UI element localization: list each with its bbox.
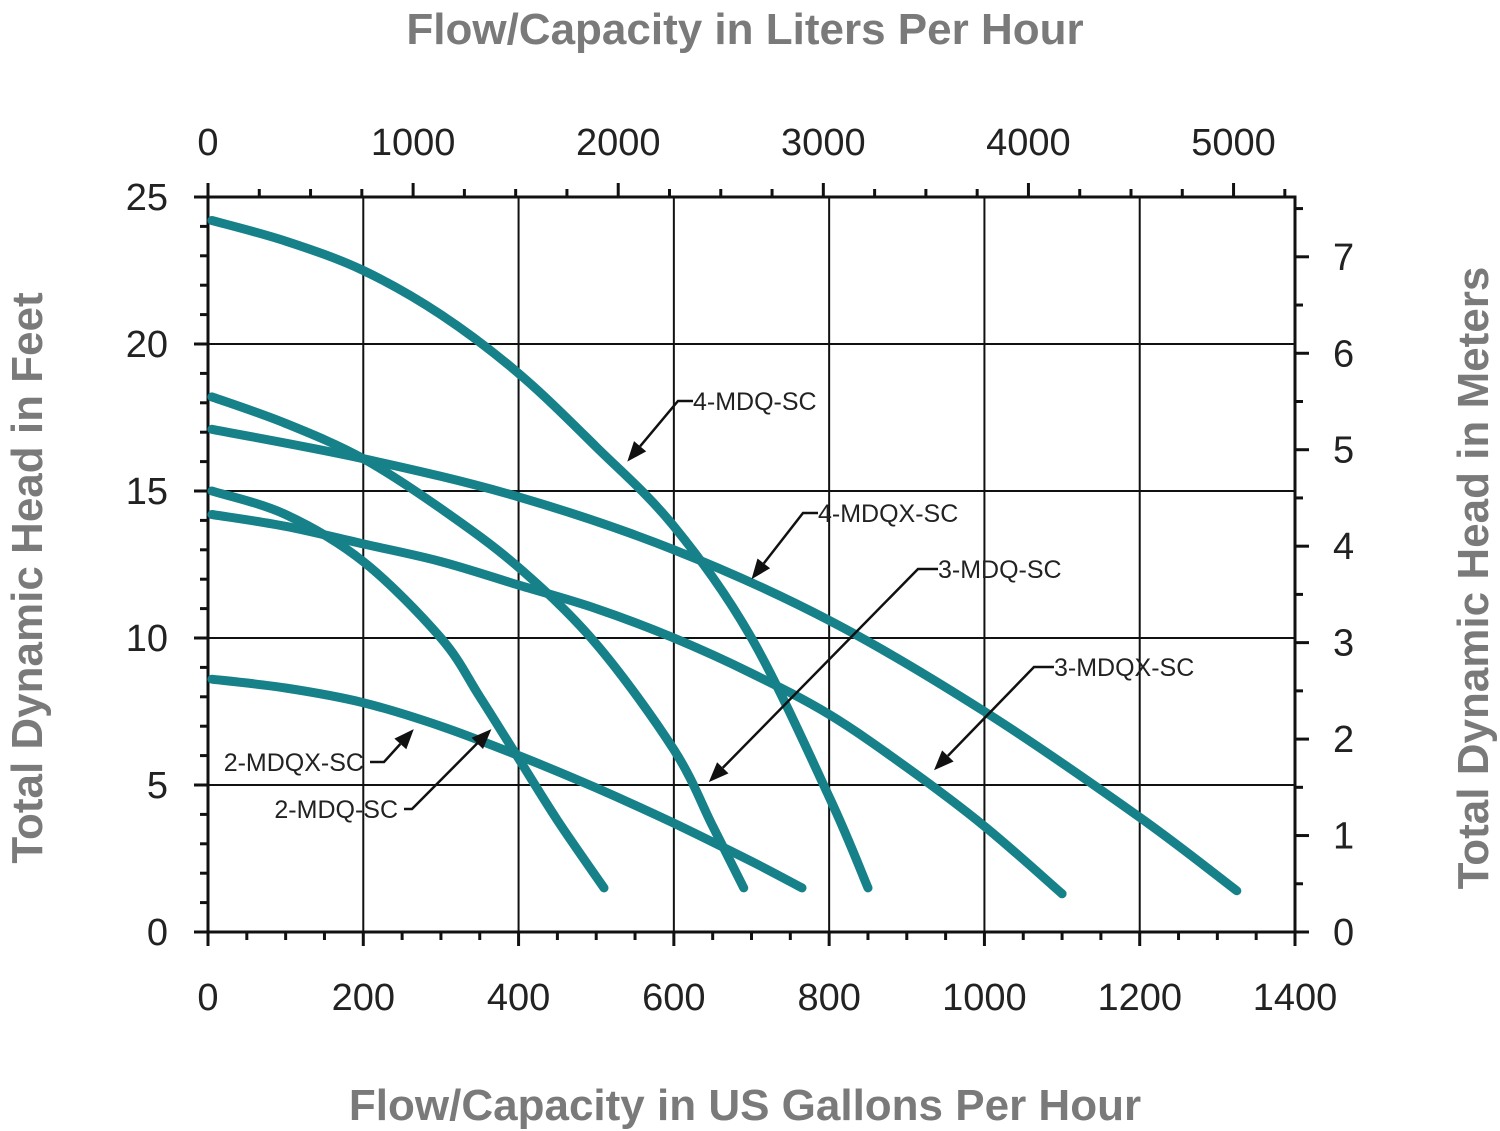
leader-4-mdq-sc — [639, 399, 693, 448]
grid-layer — [208, 197, 1295, 932]
label-4-mdqx-sc: 4-MDQX-SC — [818, 500, 958, 528]
top-axis-title: Flow/Capacity in Liters Per Hour — [406, 5, 1083, 54]
curve-4-mdqx-sc — [207, 424, 1242, 896]
curve-3-mdq-sc — [207, 392, 749, 893]
annotation-layer: 4-MDQ-SC 4-MDQX-SC 3-MDQ-SC 3-MDQX-SC 2-MDQX… — [224, 388, 1195, 824]
right-tick-label: 5 — [1333, 430, 1354, 472]
arrowhead-4-mdqx-sc — [751, 558, 771, 580]
top-tick-label: 4000 — [986, 122, 1071, 164]
curve-4-mdq-sc — [207, 216, 873, 893]
bottom-axis-title: Flow/Capacity in US Gallons Per Hour — [349, 1081, 1141, 1130]
leader-3-mdq-sc — [721, 567, 938, 769]
right-tick-label: 1 — [1333, 816, 1354, 858]
arrowhead-3-mdqx-sc — [934, 750, 954, 771]
right-axis-title: Total Dynamic Head in Meters — [1449, 267, 1498, 890]
left-tick-label: 20 — [126, 324, 168, 366]
top-tick-label: 5000 — [1191, 122, 1276, 164]
right-tick-label: 2 — [1333, 719, 1354, 761]
top-tick-label: 0 — [197, 122, 218, 164]
curve-2-mdq-sc — [207, 486, 609, 893]
leader-3-mdqx-sc — [947, 665, 1054, 757]
bottom-tick-label: 1200 — [1097, 977, 1182, 1019]
top-tick-label: 2000 — [576, 122, 661, 164]
curve-3-mdqx-sc — [207, 510, 1067, 899]
left-tick-label: 15 — [126, 471, 168, 513]
bottom-tick-label: 0 — [197, 977, 218, 1019]
bottom-tick-label: 800 — [797, 977, 860, 1019]
bottom-tick-label: 1000 — [942, 977, 1027, 1019]
right-tick-label: 7 — [1333, 237, 1354, 279]
left-tick-label: 10 — [126, 618, 168, 660]
right-tick-label: 0 — [1333, 912, 1354, 954]
left-tick-label: 5 — [147, 765, 168, 807]
label-2-mdqx-sc: 2-MDQX-SC — [224, 749, 364, 777]
bottom-tick-label: 600 — [642, 977, 705, 1019]
top-tick-label: 3000 — [781, 122, 866, 164]
bottom-tick-label: 400 — [487, 977, 550, 1019]
curve-layer — [207, 216, 1242, 899]
right-tick-label: 4 — [1333, 526, 1354, 568]
curve-2-mdqx-sc — [207, 674, 807, 893]
arrowhead-2-mdqx-sc — [394, 729, 414, 750]
right-tick-label: 3 — [1333, 623, 1354, 665]
arrowhead-4-mdq-sc — [627, 441, 647, 462]
bottom-tick-label: 200 — [332, 977, 395, 1019]
leader-2-mdqx-sc — [370, 743, 402, 764]
left-tick-label: 0 — [147, 912, 168, 954]
label-3-mdqx-sc: 3-MDQX-SC — [1054, 654, 1194, 682]
bottom-tick-label: 1400 — [1253, 977, 1338, 1019]
label-4-mdq-sc: 4-MDQ-SC — [693, 388, 817, 416]
top-tick-label: 1000 — [371, 122, 456, 164]
leader-2-mdq-sc — [404, 742, 479, 811]
left-axis-title: Total Dynamic Head in Feet — [3, 292, 52, 864]
label-2-mdq-sc: 2-MDQ-SC — [274, 796, 398, 824]
leader-4-mdqx-sc — [762, 511, 818, 565]
arrowhead-2-mdq-sc — [471, 729, 492, 749]
right-tick-label: 6 — [1333, 333, 1354, 375]
left-tick-label: 25 — [126, 177, 168, 219]
arrowhead-3-mdq-sc — [708, 762, 729, 783]
label-3-mdq-sc: 3-MDQ-SC — [938, 556, 1062, 584]
